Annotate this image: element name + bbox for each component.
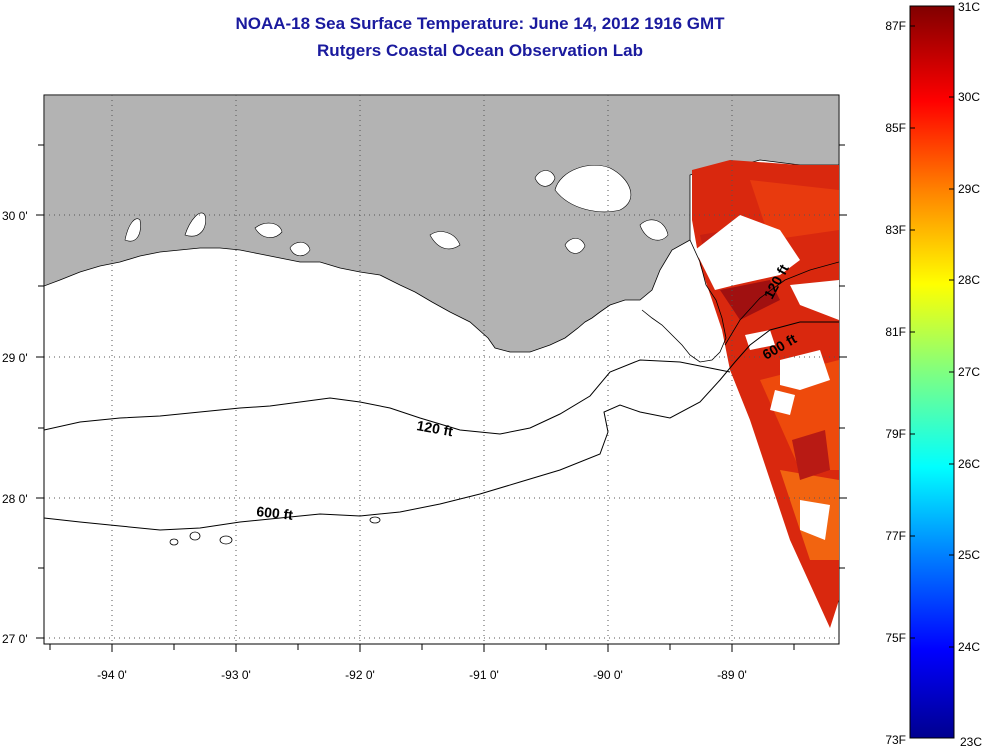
axis-ticks <box>36 144 847 652</box>
colorbar-label-c: 24C <box>958 640 980 654</box>
contour-600ft <box>44 321 839 531</box>
seamount-contours <box>169 516 381 546</box>
lake <box>124 218 141 242</box>
lat-tick-label: 30 0' <box>2 209 28 223</box>
colorbar-label-c: 30C <box>958 90 980 104</box>
colorbar-label-c: 25C <box>958 548 980 562</box>
colorbar-label-f: 79F <box>885 427 906 441</box>
contour-label-120ft: 120 ft <box>415 417 454 439</box>
map-title: NOAA-18 Sea Surface Temperature: June 14… <box>235 14 725 33</box>
contour-120ft <box>44 359 731 435</box>
colorbar-ticks <box>910 5 954 648</box>
lon-tick-label: -89 0' <box>717 668 747 682</box>
sst-swath <box>692 160 839 628</box>
lat-tick-label: 29 0' <box>2 351 28 365</box>
colorbar <box>909 5 955 739</box>
contour-120ft-east <box>724 261 839 346</box>
lat-tick-label: 28 0' <box>2 492 28 506</box>
lake <box>429 231 461 250</box>
lake <box>639 219 669 241</box>
lake <box>554 164 632 213</box>
lat-tick-label: 27 0' <box>2 632 28 646</box>
lake <box>534 170 556 187</box>
colorbar-label-c: 31C <box>958 0 980 14</box>
colorbar-label-c: 23C <box>960 735 982 749</box>
land-mass <box>44 95 839 353</box>
lon-tick-label: -93 0' <box>221 668 251 682</box>
colorbar-label-f: 85F <box>885 121 906 135</box>
lon-tick-label: -90 0' <box>593 668 623 682</box>
colorbar-label-c: 27C <box>958 365 980 379</box>
colorbar-label-c: 29C <box>958 182 980 196</box>
colorbar-label-f: 73F <box>885 733 906 747</box>
lake <box>564 238 586 254</box>
lake <box>254 222 283 238</box>
colorbar-label-f: 81F <box>885 325 906 339</box>
colorbar-label-c: 26C <box>958 457 980 471</box>
lon-tick-label: -94 0' <box>97 668 127 682</box>
colorbar-label-f: 77F <box>885 529 906 543</box>
lon-tick-label: -91 0' <box>469 668 499 682</box>
colorbar-label-f: 87F <box>885 19 906 33</box>
contour-label-600ft: 600 ft <box>256 503 294 523</box>
colorbar-label-f: 83F <box>885 223 906 237</box>
colorbar-label-c: 28C <box>958 273 980 287</box>
lon-tick-label: -92 0' <box>345 668 375 682</box>
delta-coastline <box>641 239 727 363</box>
colorbar-label-f: 75F <box>885 631 906 645</box>
lake <box>289 241 311 257</box>
map-subtitle: Rutgers Coastal Ocean Observation Lab <box>317 41 643 60</box>
